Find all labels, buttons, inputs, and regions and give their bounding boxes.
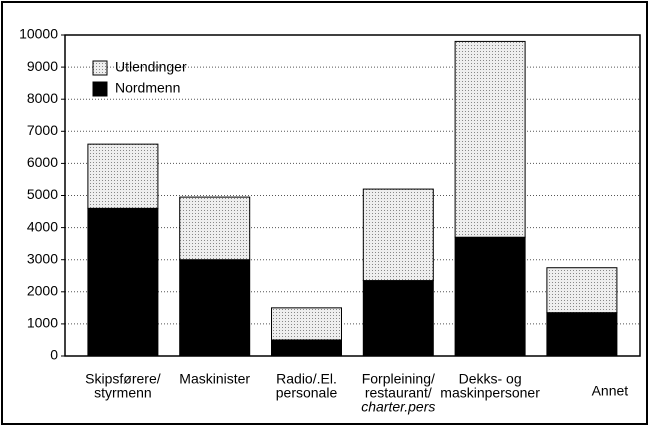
bar — [546, 267, 618, 314]
x-tick-label: styrmenn — [94, 385, 152, 401]
bar — [271, 307, 342, 341]
y-tick-label: 5000 — [27, 186, 58, 202]
y-tick-label: 7000 — [27, 122, 58, 138]
x-tick-label: Annet — [592, 383, 629, 399]
bar — [362, 280, 434, 357]
bar — [362, 188, 434, 282]
legend-label: Nordmenn — [115, 80, 180, 96]
legend-label: Utlendinger — [115, 59, 187, 75]
y-tick-label: 4000 — [27, 218, 58, 234]
y-tick-label: 2000 — [27, 283, 58, 299]
bar — [546, 312, 618, 357]
y-tick-label: 1000 — [27, 315, 58, 331]
bar — [179, 259, 251, 357]
legend-swatch — [92, 81, 108, 97]
y-tick-label: 3000 — [27, 250, 58, 266]
x-tick-label: Dekks- og — [459, 371, 522, 387]
bar — [271, 339, 342, 357]
x-tick-label: personale — [276, 385, 338, 401]
y-tick-label: 6000 — [27, 154, 58, 170]
x-tick-label: Forpleining/ — [362, 371, 435, 387]
x-tick-label: charter.pers — [361, 399, 435, 415]
x-tick-label: Maskinister — [179, 371, 250, 387]
x-tick-label: maskinpersoner — [440, 385, 540, 401]
y-tick-label: 9000 — [27, 58, 58, 74]
y-tick-label: 10000 — [19, 26, 58, 42]
plot-border — [64, 34, 641, 357]
legend-swatch — [92, 60, 108, 76]
bar — [87, 143, 159, 209]
x-tick-label: Radio/.El. — [276, 371, 337, 387]
y-tick-label: 0 — [50, 347, 58, 363]
bar — [87, 207, 159, 357]
x-tick-label: Skipsførere/ — [85, 371, 161, 387]
x-tick-label: restaurant/ — [365, 385, 432, 401]
bar — [454, 236, 526, 357]
bar — [454, 40, 526, 238]
bar — [179, 196, 251, 261]
y-tick-label: 8000 — [27, 90, 58, 106]
